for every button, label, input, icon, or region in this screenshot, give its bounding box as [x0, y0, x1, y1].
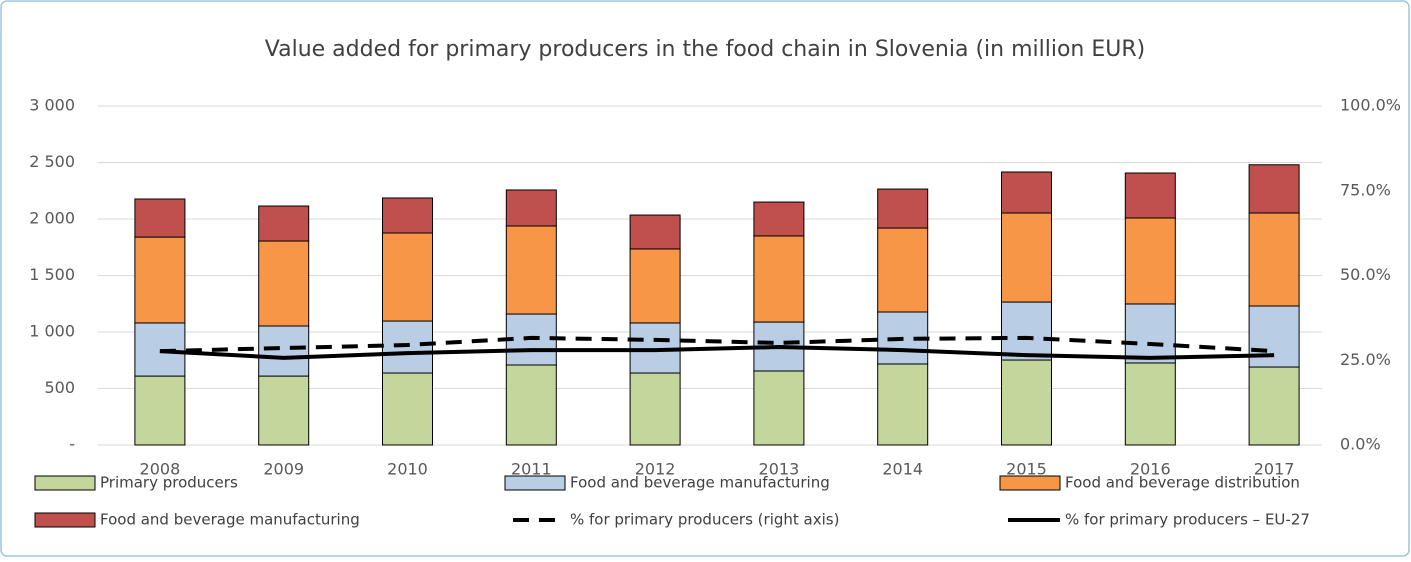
bar	[877, 188, 929, 229]
y-tick-label: -	[69, 435, 75, 454]
y2-tick-label: 0.0%	[1340, 435, 1381, 454]
bar	[258, 325, 310, 377]
line	[159, 345, 1275, 360]
bar	[134, 236, 186, 324]
x-tick-label: 2017	[1254, 460, 1295, 479]
bar	[1124, 217, 1176, 305]
y-tick-label: 2 500	[29, 152, 75, 171]
y2-tick-label: 75.0%	[1340, 180, 1391, 199]
legend-swatch	[504, 475, 566, 491]
legend-label: Food and beverage manufacturing	[100, 511, 360, 529]
bar	[382, 372, 433, 446]
y-tick-label: 500	[44, 378, 75, 397]
x-tick-label: 2009	[263, 460, 304, 479]
y2-tick-label: 25.0%	[1340, 350, 1391, 369]
bar	[382, 232, 433, 322]
bar	[258, 375, 310, 446]
bar	[1001, 359, 1052, 446]
x-tick-label: 2011	[511, 460, 552, 479]
bar	[629, 372, 681, 446]
legend-label: % for primary producers – EU-27	[1065, 511, 1310, 529]
bar	[753, 201, 805, 237]
chart-title: Value added for primary producers in the…	[265, 37, 1145, 62]
bar	[877, 227, 929, 313]
y-tick-label: 1 500	[29, 265, 75, 284]
bar	[629, 248, 681, 324]
bar	[1001, 171, 1052, 214]
y-tick-label: 1 000	[29, 322, 75, 341]
legend-swatch	[999, 475, 1061, 491]
legend-label: % for primary producers (right axis)	[570, 511, 839, 529]
bar	[382, 320, 433, 374]
legend-label: Primary producers	[100, 474, 238, 492]
bar	[134, 375, 186, 446]
bar	[505, 225, 557, 315]
bar	[505, 364, 557, 446]
line	[159, 335, 1275, 354]
y-tick-label: 2 000	[29, 209, 75, 228]
x-tick-label: 2014	[882, 460, 923, 479]
x-tick-label: 2013	[759, 460, 800, 479]
bar	[1248, 212, 1300, 307]
bar	[1248, 164, 1300, 214]
bar	[1248, 366, 1300, 446]
bar	[753, 370, 805, 446]
bar	[1124, 172, 1176, 219]
bar	[382, 197, 433, 234]
bar	[1001, 212, 1052, 303]
x-tick-label: 2015	[1006, 460, 1047, 479]
bar	[1124, 303, 1176, 364]
y2-tick-label: 100.0%	[1340, 96, 1401, 115]
bar	[629, 214, 681, 250]
bar	[753, 235, 805, 323]
legend-label: Food and beverage manufacturing	[570, 474, 830, 492]
legend-swatch	[34, 475, 96, 491]
bar	[258, 240, 310, 327]
y2-tick-label: 50.0%	[1340, 265, 1391, 284]
bar	[258, 205, 310, 242]
x-tick-label: 2008	[140, 460, 181, 479]
bar	[1124, 362, 1176, 446]
bar	[877, 363, 929, 446]
x-tick-label: 2016	[1130, 460, 1171, 479]
bar	[1001, 301, 1052, 361]
legend-swatch	[34, 512, 96, 528]
bar	[1248, 305, 1300, 368]
x-tick-label: 2010	[387, 460, 428, 479]
bar	[134, 198, 186, 238]
x-tick-label: 2012	[635, 460, 676, 479]
legend-label: Food and beverage distribution	[1065, 474, 1300, 492]
y-tick-label: 3 000	[29, 96, 75, 115]
bar	[505, 189, 557, 227]
